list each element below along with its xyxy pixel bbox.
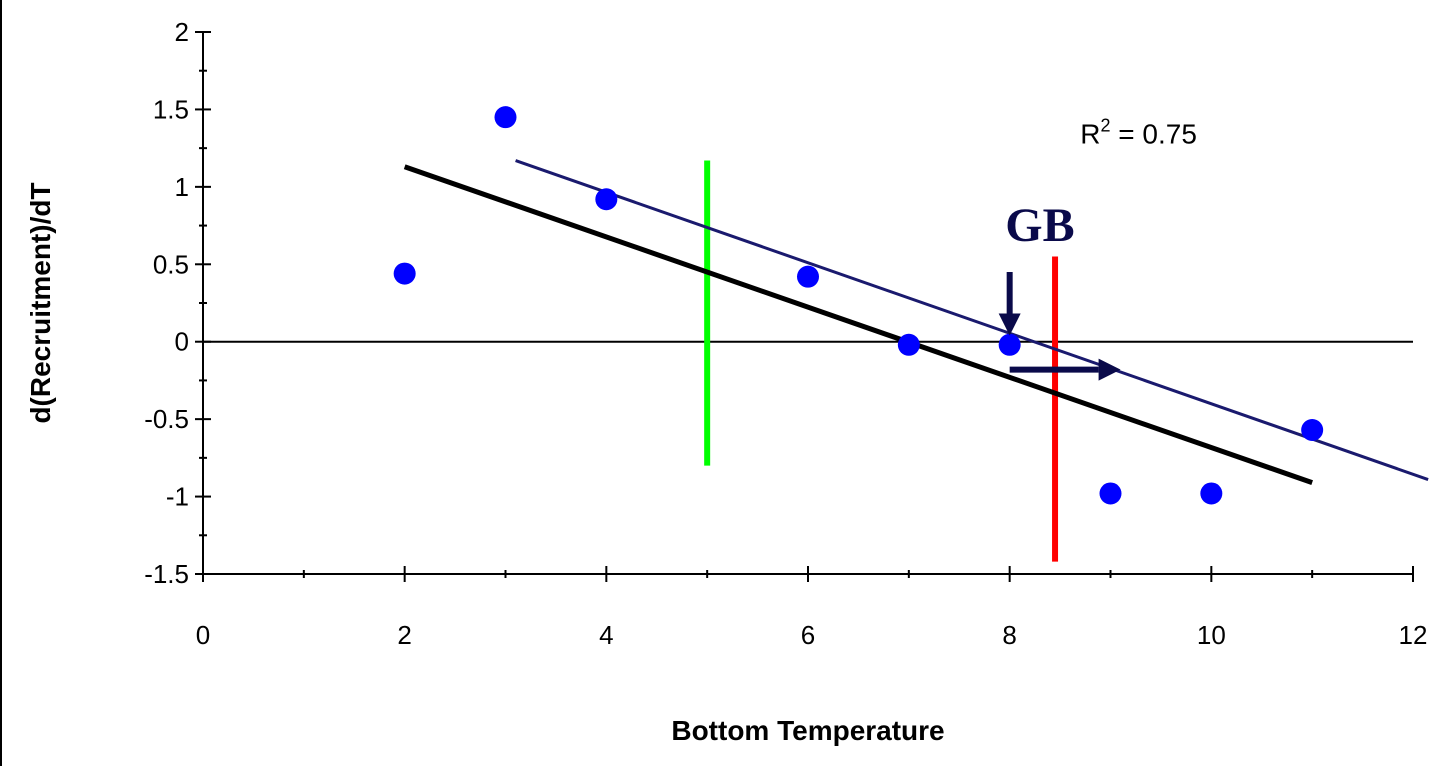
trend-line-0: [403, 164, 1313, 485]
y-tick-label-0: -1.5: [144, 559, 189, 589]
x-tick-label-1: 2: [397, 620, 411, 650]
x-tick-label-5: 10: [1197, 620, 1226, 650]
data-point-6: [1099, 482, 1122, 505]
y-tick-label-5: 1: [175, 172, 189, 202]
x-tick-label-6: 12: [1399, 620, 1428, 650]
tick-labels: -1.5 -1 -0.5 0 0.5 1 1.5 2 0 2 4 6 8 10 12: [144, 17, 1427, 650]
data-point-1: [494, 106, 517, 129]
y-tick-label-7: 2: [175, 17, 189, 47]
r-squared-main: R: [1080, 118, 1100, 149]
x-tick-label-0: 0: [196, 620, 210, 650]
data-point-4: [897, 333, 920, 356]
r-squared-rest: = 0.75: [1111, 118, 1197, 149]
axes: [195, 31, 1414, 582]
y-tick-label-4: 0.5: [153, 249, 189, 279]
trend-line-1: [515, 159, 1429, 481]
data-point-3: [797, 265, 819, 288]
x-tick-label-3: 6: [801, 620, 815, 650]
x-tick-label-4: 8: [1002, 620, 1016, 650]
data-point-7: [1200, 482, 1223, 505]
arrow-head-1: [1098, 358, 1121, 381]
annotations: R2 = 0.75 GB: [1005, 115, 1197, 252]
y-tick-label-1: -1: [166, 482, 189, 512]
y-tick-label-2: -0.5: [144, 404, 189, 434]
data-point-5: [998, 333, 1021, 356]
r-squared-sup: 2: [1100, 115, 1110, 135]
data-point-2: [595, 188, 618, 211]
arrow-head-0: [998, 313, 1021, 336]
gb-annotation: GB: [1005, 199, 1074, 252]
data-point-0: [393, 262, 416, 285]
data-point-8: [1301, 418, 1324, 441]
y-tick-label-3: 0: [175, 327, 189, 357]
trend-lines: [403, 159, 1429, 485]
x-axis-title: Bottom Temperature: [671, 715, 944, 746]
y-axis-title: d(Recruitment)/dT: [25, 182, 56, 423]
x-tick-label-2: 4: [599, 620, 613, 650]
y-tick-label-6: 1.5: [153, 94, 189, 124]
vertical-markers: [704, 160, 1059, 562]
arrows: [998, 272, 1121, 381]
data-points: [393, 106, 1324, 505]
r-squared-annotation: R2 = 0.75: [1080, 115, 1197, 149]
